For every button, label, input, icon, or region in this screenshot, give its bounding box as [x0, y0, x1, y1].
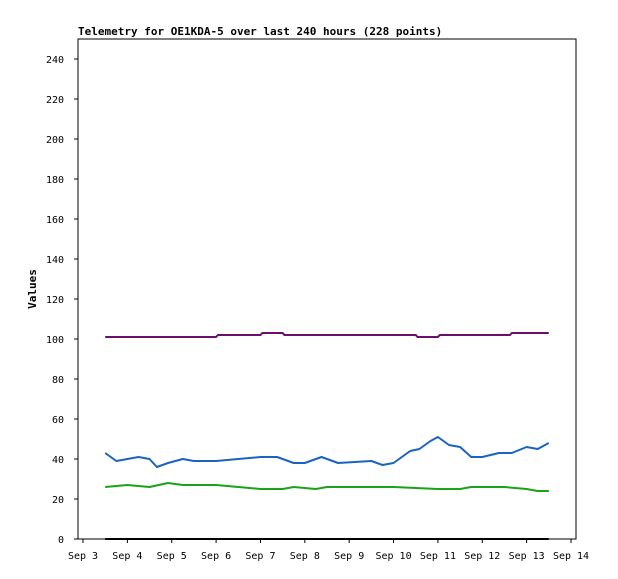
y-tick-label: 120: [46, 295, 64, 306]
y-tick-label: 0: [58, 535, 64, 546]
x-tick-label: Sep 9: [334, 551, 364, 562]
y-tick-label: 80: [52, 375, 64, 386]
y-axis-ticks: 0 20 40 60 80 100 120 140 160 180 200 220 240: [46, 55, 78, 546]
y-tick-label: 40: [52, 455, 64, 466]
x-tick-label: Sep 12: [464, 551, 500, 562]
y-tick-label: 20: [52, 495, 64, 506]
x-tick-label: Sep 14: [553, 551, 589, 562]
series-line-3: [105, 482, 549, 492]
y-tick-label: 60: [52, 415, 64, 426]
y-tick-label: 160: [46, 215, 64, 226]
y-tick-label: 200: [46, 135, 64, 146]
y-tick-label: 100: [46, 335, 64, 346]
y-tick-label: 240: [46, 55, 64, 66]
x-tick-label: Sep 13: [509, 551, 545, 562]
x-tick-label: Sep 5: [157, 551, 187, 562]
y-tick-label: 180: [46, 175, 64, 186]
plot-area-frame: [77, 38, 577, 540]
x-tick-label: Sep 6: [201, 551, 231, 562]
x-tick-label: Sep 3: [68, 551, 98, 562]
x-tick-label: Sep 11: [420, 551, 456, 562]
x-tick-label: Sep 10: [375, 551, 411, 562]
x-axis-ticks: Sep 3 Sep 4 Sep 5 Sep 6 Sep 7 Sep 8 Sep 9 Sep 1…: [68, 539, 589, 562]
series-line-2: [104, 436, 550, 468]
y-tick-label: 220: [46, 95, 64, 106]
y-axis-label: Values: [26, 269, 39, 309]
series-line-1: [105, 332, 549, 338]
x-tick-label: Sep 8: [290, 551, 320, 562]
series-layer: [104, 332, 550, 540]
x-tick-label: Sep 4: [112, 551, 142, 562]
x-tick-label: Sep 7: [245, 551, 275, 562]
y-tick-label: 140: [46, 255, 64, 266]
chart-title: Telemetry for OE1KDA-5 over last 240 hou…: [78, 25, 442, 38]
